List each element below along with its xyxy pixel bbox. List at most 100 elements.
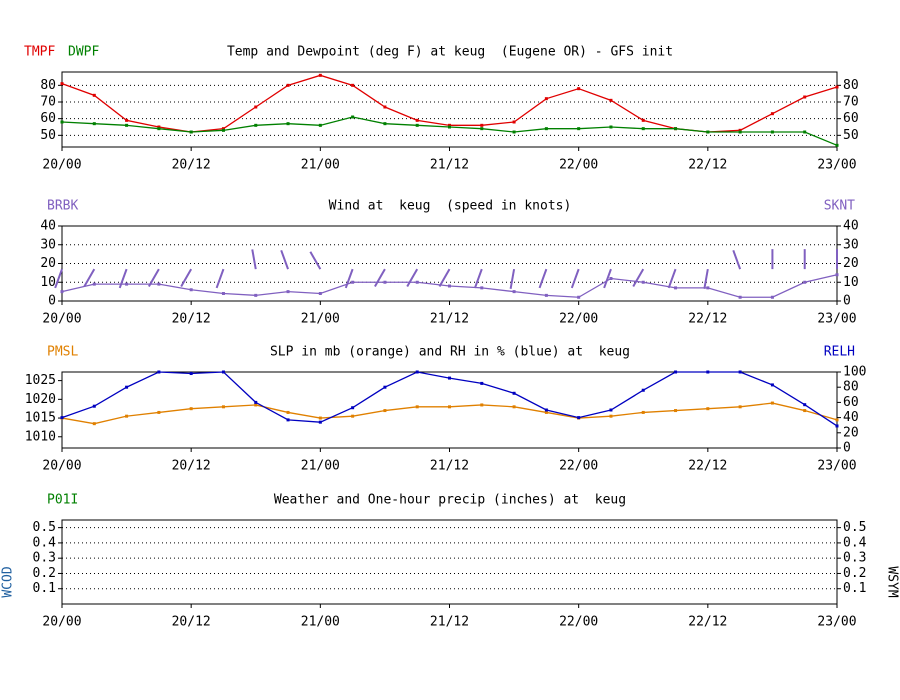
legend-label: PMSL [47, 345, 78, 360]
wind-barb [118, 268, 128, 289]
series-marker [286, 122, 290, 126]
series-marker [770, 401, 774, 405]
x-tick-label: 20/00 [42, 312, 81, 327]
series-marker [544, 127, 548, 131]
series-marker [318, 73, 322, 77]
series-marker [383, 105, 387, 109]
legend-label: DWPF [68, 45, 99, 60]
series-marker [92, 422, 96, 426]
series-marker [641, 118, 645, 122]
y-tick-label: 20 [40, 256, 56, 271]
series-marker [480, 286, 484, 290]
series-marker [221, 292, 225, 295]
y-tick-label-right: 0.3 [843, 551, 866, 566]
y-tick-label: 1010 [25, 429, 56, 444]
series-marker [577, 295, 581, 299]
series-marker [803, 280, 807, 284]
legend-label: RELH [824, 345, 855, 360]
series-marker [706, 407, 710, 411]
series-marker [609, 408, 613, 412]
series-marker [480, 127, 484, 131]
series-marker [92, 122, 96, 126]
series-marker [835, 418, 839, 422]
series-marker [254, 400, 258, 404]
x-tick-label: 22/12 [688, 615, 727, 630]
series-marker [609, 414, 613, 418]
x-tick-label: 21/00 [301, 615, 340, 630]
series-marker [609, 98, 613, 102]
y-tick-label: 0.4 [33, 535, 57, 550]
y-tick-label-right: 0.1 [843, 581, 866, 596]
series-marker [835, 85, 839, 89]
series-marker [706, 370, 710, 374]
series-marker [92, 404, 96, 408]
wind-barb [54, 268, 63, 289]
x-tick-label: 23/00 [817, 459, 856, 474]
series-marker [609, 277, 613, 280]
x-tick-label: 21/12 [430, 459, 469, 474]
y-tick-label-right: 0.4 [843, 535, 867, 550]
legend-label: BRBK [47, 199, 78, 214]
series-marker [254, 293, 258, 297]
series-marker [803, 403, 807, 407]
y2-tick-label: 100 [843, 365, 866, 380]
series-marker [706, 130, 710, 134]
y-tick-label: 1020 [25, 392, 56, 407]
series-marker [448, 376, 451, 380]
series-marker [157, 282, 161, 286]
series-marker [125, 282, 129, 286]
series-marker [835, 424, 839, 428]
y-tick-label-right: 10 [843, 275, 859, 290]
y-tick-label-right: 60 [843, 111, 859, 126]
y-tick-label: 50 [40, 128, 56, 143]
series-marker [221, 370, 225, 374]
series-marker [157, 127, 161, 131]
series-marker [803, 130, 807, 134]
series-marker [92, 93, 96, 97]
series-marker [351, 406, 355, 410]
series-marker [383, 409, 387, 413]
y-tick-label: 40 [40, 219, 56, 234]
series-marker [254, 123, 258, 127]
y-tick-label-right: 70 [843, 95, 859, 110]
panel-title: SLP in mb (orange) and RH in % (blue) at… [270, 345, 630, 360]
series-marker [189, 372, 193, 376]
series-marker [803, 409, 807, 413]
series-marker [803, 95, 807, 99]
series-marker [738, 130, 742, 134]
series-marker [770, 295, 774, 299]
series-marker [286, 410, 290, 414]
wind-barb [280, 249, 289, 270]
series-marker [544, 293, 548, 297]
x-tick-label: 20/00 [42, 158, 81, 173]
series-marker [674, 127, 678, 131]
wind-barb [538, 268, 548, 289]
y-tick-label-right: 50 [843, 128, 859, 143]
series-marker [577, 127, 581, 131]
y-tick-label: 60 [40, 111, 56, 126]
series-marker [577, 87, 581, 91]
x-tick-label: 22/12 [688, 459, 727, 474]
x-tick-label: 23/00 [817, 615, 856, 630]
series-marker [770, 112, 774, 116]
series-marker [157, 410, 161, 414]
series-marker [448, 125, 451, 129]
series-marker [480, 123, 484, 127]
series-marker [125, 385, 129, 389]
series-marker [448, 405, 451, 409]
series-marker [641, 410, 645, 414]
wind-barb [180, 268, 193, 287]
series-marker [738, 405, 742, 409]
series-marker [318, 123, 322, 127]
wind-barb [474, 268, 483, 289]
panel-title: Temp and Dewpoint (deg F) at keug (Eugen… [227, 45, 673, 60]
series-marker [254, 403, 258, 407]
series-marker [512, 130, 516, 134]
series-marker [512, 405, 516, 409]
series-marker [318, 416, 322, 420]
series-marker [125, 414, 129, 418]
wind-barb [251, 249, 257, 270]
panel-title: Weather and One-hour precip (inches) at … [274, 493, 626, 508]
wind-barb [732, 249, 742, 270]
